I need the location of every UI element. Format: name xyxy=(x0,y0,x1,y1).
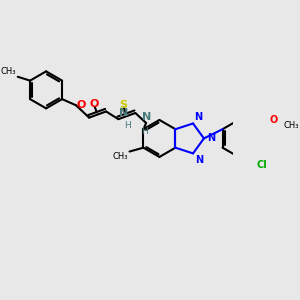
Text: O: O xyxy=(269,115,278,124)
Text: H: H xyxy=(124,122,130,130)
Text: S: S xyxy=(119,100,127,110)
Text: N: N xyxy=(119,108,128,118)
Text: H: H xyxy=(142,127,148,136)
Text: N: N xyxy=(142,112,151,122)
Text: N: N xyxy=(195,112,203,122)
Text: CH₃: CH₃ xyxy=(1,67,16,76)
Text: CH₃: CH₃ xyxy=(284,121,299,130)
Text: N: N xyxy=(195,155,203,165)
Text: CH₃: CH₃ xyxy=(112,152,128,161)
Text: O: O xyxy=(89,99,99,110)
Text: N: N xyxy=(207,134,215,143)
Text: Cl: Cl xyxy=(257,160,268,170)
Text: O: O xyxy=(77,100,86,110)
